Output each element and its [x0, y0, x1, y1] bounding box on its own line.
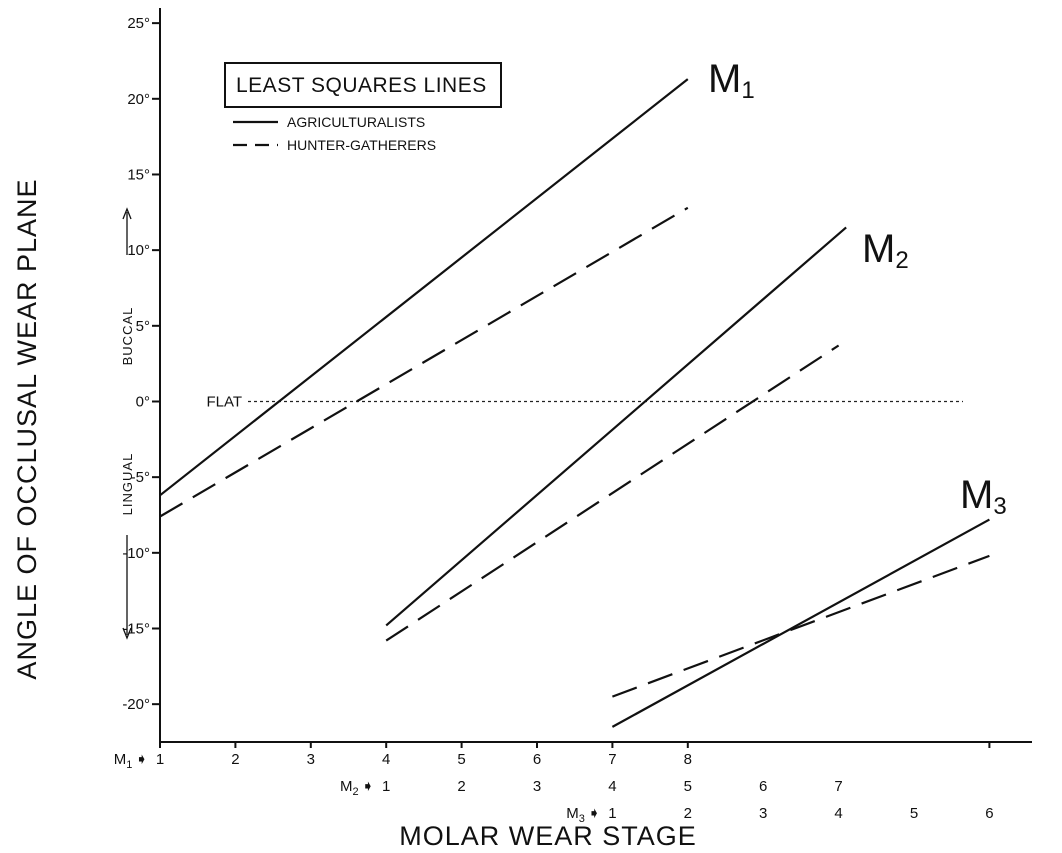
stage-row-caption: M1 ➧	[114, 751, 148, 771]
tooth-label-subscript: 2	[895, 247, 908, 274]
down-arrow-icon	[122, 627, 132, 640]
up-arrow-icon	[122, 207, 132, 220]
stage-number: 7	[608, 751, 616, 768]
tooth-label-letter: M	[862, 227, 895, 271]
stage-number: 5	[457, 751, 465, 768]
stage-number: 4	[834, 805, 842, 822]
x-axis-title: MOLAR WEAR STAGE	[399, 821, 697, 851]
series-line-m3-hunter-gatherers	[612, 554, 990, 698]
tooth-label: M1	[708, 57, 755, 104]
stage-number: 3	[533, 778, 541, 795]
stage-number: 3	[759, 805, 767, 822]
stage-row-tooth: M	[566, 805, 579, 822]
x-axis-stage-rows: M1 ➧ 1 2 3 4 5 6 7 8M2 ➧ 1 2 3 4 5 6 7M3 ➧ 1 2 3 4 5 6	[114, 742, 994, 825]
legend-title-box	[224, 62, 502, 108]
tooth-label-subscript: 1	[741, 77, 754, 104]
series-line-m2-agriculturalists	[385, 226, 847, 627]
series-line-m1-hunter-gatherers	[159, 206, 689, 518]
stage-number: 1	[608, 805, 616, 822]
flat-label: FLAT	[206, 393, 242, 410]
buccal-label: BUCCAL	[120, 307, 135, 366]
tooth-label-subscript: 3	[993, 493, 1006, 520]
y-tick-label: 20°	[127, 91, 150, 108]
y-axis-ticks: 25°20°15°10°5°0°-5°-10°-15°-20°	[122, 15, 160, 713]
direction-indicators: BUCCAL LINGUAL	[120, 207, 135, 640]
series-line-m3-agriculturalists	[611, 518, 990, 728]
stage-number: 2	[457, 778, 465, 795]
stage-number: 6	[985, 805, 993, 822]
legend: LEAST SQUARES LINES AGRICULTURALISTS HUNTE…	[224, 62, 502, 153]
flat-reference: FLAT	[206, 393, 963, 410]
tooth-label: M3	[960, 473, 1007, 520]
stage-number: 2	[684, 805, 692, 822]
stage-number: 2	[231, 751, 239, 768]
stage-row-subscript: 2	[352, 786, 358, 798]
stage-row-subscript: 3	[579, 813, 585, 825]
stage-number: 3	[307, 751, 315, 768]
stage-number: 5	[910, 805, 918, 822]
y-tick-label: 0°	[136, 393, 150, 410]
stage-row-tooth: M	[340, 778, 353, 795]
tooth-label: M2	[862, 227, 909, 274]
stage-number: 4	[608, 778, 616, 795]
lingual-label: LINGUAL	[120, 453, 135, 516]
y-axis-title: ANGLE OF OCCLUSAL WEAR PLANE	[12, 178, 42, 679]
y-tick-label: -10°	[122, 545, 150, 562]
stage-number: 7	[834, 778, 842, 795]
arrow-icon: ➧	[362, 778, 375, 795]
y-tick-label: -20°	[122, 696, 150, 713]
stage-number: 8	[684, 751, 692, 768]
stage-row-caption: M2 ➧	[340, 778, 374, 798]
legend-entry-label: AGRICULTURALISTS	[287, 114, 425, 130]
stage-row-caption: M3 ➧	[566, 805, 600, 825]
stage-number: 5	[684, 778, 692, 795]
regression-lines	[159, 78, 990, 728]
plot-frame	[159, 8, 1032, 743]
arrow-icon: ➧	[588, 805, 601, 822]
legend-entry-label: HUNTER-GATHERERS	[287, 137, 436, 153]
series-line-m2-hunter-gatherers	[385, 344, 840, 642]
y-tick-label: -5°	[131, 469, 150, 486]
stage-row-subscript: 1	[126, 759, 132, 771]
stage-row-tooth: M	[114, 751, 127, 768]
stage-number: 1	[156, 751, 164, 768]
y-tick-label: 5°	[136, 318, 150, 335]
tooth-label-letter: M	[960, 473, 993, 517]
stage-number: 6	[533, 751, 541, 768]
y-tick-label: 25°	[127, 15, 150, 32]
series-line-m1-agriculturalists	[159, 78, 689, 497]
stage-number: 1	[382, 778, 390, 795]
y-tick-label: 10°	[127, 242, 150, 259]
arrow-icon: ➧	[135, 751, 148, 768]
tooth-label-letter: M	[708, 57, 741, 101]
legend-title: LEAST SQUARES LINES	[236, 74, 487, 97]
y-tick-label: 15°	[127, 166, 150, 183]
stage-number: 6	[759, 778, 767, 795]
stage-number: 4	[382, 751, 390, 768]
